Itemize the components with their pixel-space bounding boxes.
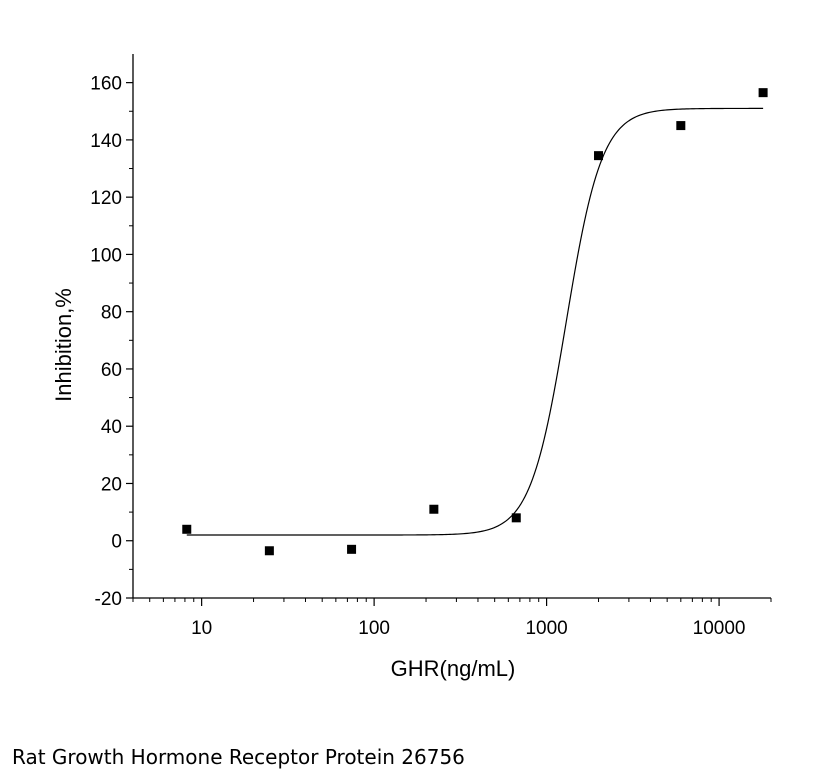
x-axis-title: GHR(ng/mL)	[391, 656, 516, 681]
fit-curve	[186, 107, 764, 536]
x-tick-label: 1000	[525, 618, 567, 639]
chart-area: 10 100 1000 10000 -20020406080100120140160 …	[51, 54, 772, 681]
data-point	[511, 513, 521, 523]
figure-caption: Rat Growth Hormone Receptor Protein 2675…	[12, 745, 465, 769]
x-tick-label: 100	[358, 618, 390, 639]
data-point	[347, 544, 357, 554]
axes	[132, 54, 771, 599]
data-point	[264, 546, 274, 556]
data-point	[429, 504, 439, 514]
y-tick-label: -20	[95, 589, 122, 610]
data-point	[676, 121, 686, 131]
y-axis-title: Inhibition,%	[51, 288, 76, 402]
x-tick-label: 10	[191, 618, 212, 639]
data-point	[594, 151, 604, 161]
y-tick-label: 120	[90, 188, 122, 209]
y-tick-label: 140	[90, 131, 122, 152]
data-point	[182, 524, 192, 534]
y-tick-label: 60	[101, 360, 122, 381]
y-tick-label: 80	[101, 303, 122, 324]
y-tick-label: 40	[101, 417, 122, 438]
x-axis-ticks: 10 100 1000 10000	[132, 598, 772, 639]
y-axis-ticks: -20 0 20 40 60 80 100 120 140 160	[90, 74, 133, 610]
x-tick-label: 10000	[693, 618, 746, 639]
y-tick-label: 20	[101, 474, 122, 495]
data-points	[182, 88, 768, 556]
y-tick-label: 0	[111, 532, 122, 553]
y-tick-label: 160	[90, 74, 122, 95]
y-tick-label: 100	[90, 245, 122, 266]
data-point	[758, 88, 768, 98]
